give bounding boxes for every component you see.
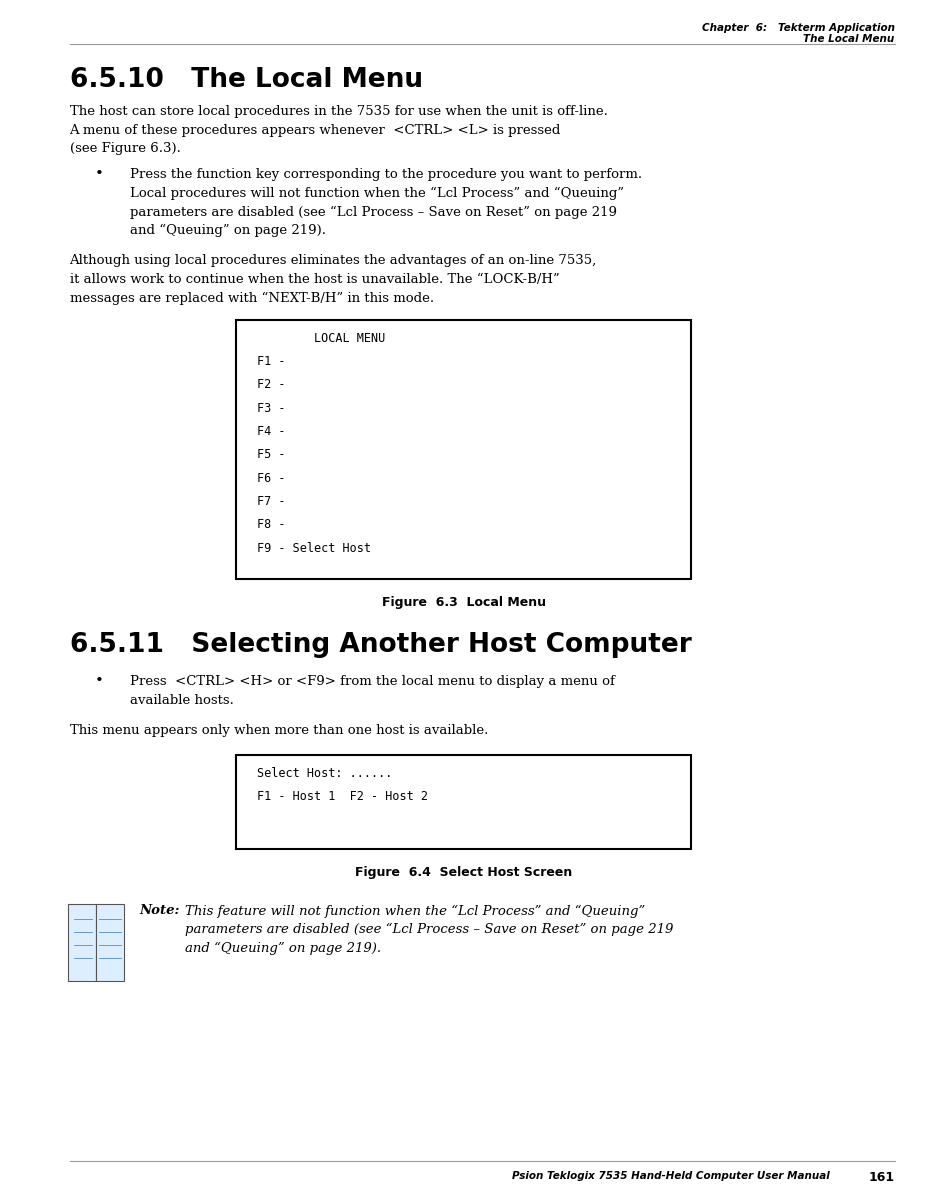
Text: 6.5.10   The Local Menu: 6.5.10 The Local Menu [70, 67, 423, 93]
FancyBboxPatch shape [95, 904, 123, 980]
Text: parameters are disabled (see “Lcl Process – Save on Reset” on page 219: parameters are disabled (see “Lcl Proces… [130, 205, 616, 219]
Text: Local procedures will not function when the “Lcl Process” and “Queuing”: Local procedures will not function when … [130, 187, 624, 200]
Text: The host can store local procedures in the 7535 for use when the unit is off-lin: The host can store local procedures in t… [70, 105, 607, 119]
Text: This feature will not function when the “Lcl Process” and “Queuing”: This feature will not function when the … [185, 904, 645, 918]
Text: F9 - Select Host: F9 - Select Host [257, 541, 371, 554]
Text: •: • [95, 166, 104, 181]
Text: LOCAL MENU: LOCAL MENU [257, 332, 385, 345]
Text: This menu appears only when more than one host is available.: This menu appears only when more than on… [70, 724, 488, 737]
Text: (see Figure 6.3).: (see Figure 6.3). [70, 142, 181, 156]
Text: Figure  6.3  Local Menu: Figure 6.3 Local Menu [382, 596, 545, 609]
Text: parameters are disabled (see “Lcl Process – Save on Reset” on page 219: parameters are disabled (see “Lcl Proces… [185, 923, 674, 936]
Text: 161: 161 [869, 1171, 895, 1184]
Text: F3 -: F3 - [257, 401, 286, 414]
Text: 6.5.11   Selecting Another Host Computer: 6.5.11 Selecting Another Host Computer [70, 632, 692, 658]
Text: Chapter  6:   Tekterm Application: Chapter 6: Tekterm Application [702, 23, 895, 32]
Text: Select Host: ......: Select Host: ...... [257, 766, 392, 779]
Text: it allows work to continue when the host is unavailable. The “LOCK-B/H”: it allows work to continue when the host… [70, 273, 559, 286]
Text: and “Queuing” on page 219).: and “Queuing” on page 219). [130, 224, 325, 237]
Text: F4 -: F4 - [257, 425, 286, 438]
Text: F7 -: F7 - [257, 494, 286, 508]
Text: The Local Menu: The Local Menu [804, 34, 895, 43]
Text: F2 -: F2 - [257, 378, 286, 391]
FancyBboxPatch shape [68, 904, 95, 980]
Text: A menu of these procedures appears whenever  <CTRL> <L> is pressed: A menu of these procedures appears whene… [70, 124, 561, 136]
Text: F6 -: F6 - [257, 472, 286, 485]
FancyBboxPatch shape [236, 320, 691, 579]
Text: F5 -: F5 - [257, 448, 286, 461]
Text: Figure  6.4  Select Host Screen: Figure 6.4 Select Host Screen [355, 865, 572, 879]
Text: and “Queuing” on page 219).: and “Queuing” on page 219). [185, 941, 382, 955]
Text: Press  <CTRL> <H> or <F9> from the local menu to display a menu of: Press <CTRL> <H> or <F9> from the local … [130, 675, 615, 688]
Text: Press the function key corresponding to the procedure you want to perform.: Press the function key corresponding to … [130, 168, 641, 181]
Text: Psion Teklogix 7535 Hand-Held Computer User Manual: Psion Teklogix 7535 Hand-Held Computer U… [512, 1171, 830, 1180]
FancyBboxPatch shape [236, 754, 691, 849]
Text: Note:: Note: [139, 904, 180, 917]
Text: F1 - Host 1  F2 - Host 2: F1 - Host 1 F2 - Host 2 [257, 790, 427, 803]
Text: Although using local procedures eliminates the advantages of an on-line 7535,: Although using local procedures eliminat… [70, 254, 597, 267]
Text: F1 -: F1 - [257, 354, 286, 367]
Text: •: • [95, 674, 104, 688]
Text: F8 -: F8 - [257, 518, 286, 531]
Text: messages are replaced with “NEXT-B/H” in this mode.: messages are replaced with “NEXT-B/H” in… [70, 291, 434, 305]
Text: available hosts.: available hosts. [130, 693, 234, 706]
